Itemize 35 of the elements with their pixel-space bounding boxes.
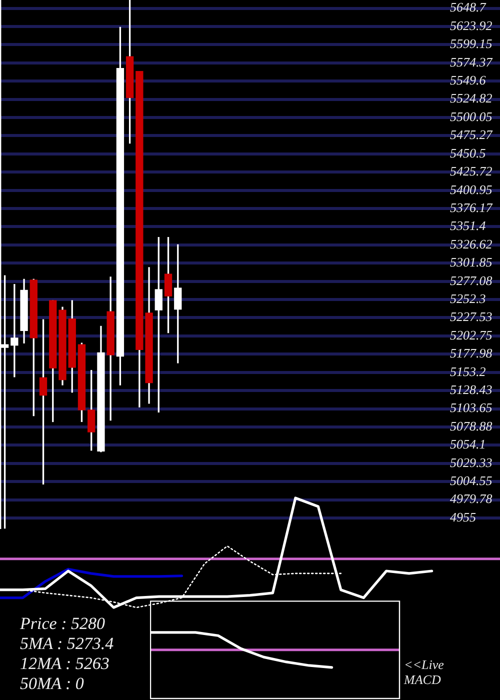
text: <<Live MACD xyxy=(403,657,444,687)
y-tick-label: 5450.5 xyxy=(450,145,486,160)
text: Price : 5280 xyxy=(20,614,106,634)
text: 5MA : 5273.4 xyxy=(20,634,115,654)
y-tick-label: 5128.43 xyxy=(450,382,493,397)
y-tick-label: 5524.82 xyxy=(450,90,493,106)
y-tick-label: 5574.37 xyxy=(450,54,493,70)
y-tick-label: 5078.88 xyxy=(450,418,493,434)
y-tick-label: 5599.15 xyxy=(450,36,493,52)
y-tick-label: 5103.65 xyxy=(450,400,493,416)
text: 12MA : 5263 xyxy=(20,654,110,674)
y-tick-label: 5227.53 xyxy=(450,309,493,324)
y-tick-label: 5376.17 xyxy=(450,200,493,215)
y-tick-label: 5054.1 xyxy=(450,436,486,452)
y-tick-label: 5648.7 xyxy=(450,0,486,15)
y-tick-label: 5351.4 xyxy=(450,218,486,234)
y-tick-label: 5400.95 xyxy=(450,182,493,197)
y-tick-label: 5029.33 xyxy=(450,454,493,470)
y-tick-label: 5623.92 xyxy=(450,18,493,33)
y-tick-label: 5500.05 xyxy=(450,108,493,124)
candlestick xyxy=(10,284,18,378)
y-tick-label: 5549.6 xyxy=(450,72,486,88)
y-tick-label: 5177.98 xyxy=(450,346,493,361)
y-tick-label: 4955 xyxy=(450,509,476,524)
y-tick-label: 5153.2 xyxy=(450,364,486,379)
text: 50MA : 0 xyxy=(20,674,85,694)
y-tick-label: 5301.85 xyxy=(450,254,493,270)
y-tick-label: 5475.27 xyxy=(450,127,493,142)
y-tick-label: 5252.3 xyxy=(450,290,486,306)
y-tick-label: 4979.78 xyxy=(450,491,493,506)
y-tick-label: 5326.62 xyxy=(450,236,493,252)
y-tick-label: 5202.75 xyxy=(450,327,493,342)
y-tick-label: 5004.55 xyxy=(450,472,493,488)
y-tick-label: 5425.72 xyxy=(450,164,493,179)
y-tick-label: 5277.08 xyxy=(450,272,493,288)
